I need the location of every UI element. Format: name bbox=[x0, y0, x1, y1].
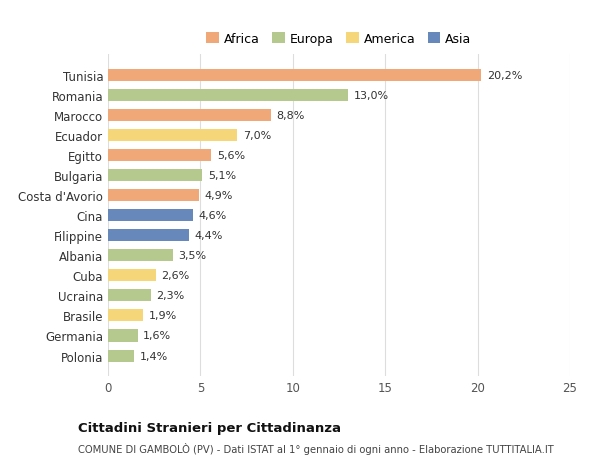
Text: 1,6%: 1,6% bbox=[143, 331, 171, 341]
Bar bbox=[108, 190, 199, 202]
Text: 3,5%: 3,5% bbox=[178, 251, 206, 261]
Bar bbox=[108, 310, 143, 322]
Text: 13,0%: 13,0% bbox=[354, 91, 389, 101]
Bar bbox=[108, 290, 151, 302]
Bar bbox=[108, 210, 193, 222]
Text: 5,6%: 5,6% bbox=[217, 151, 245, 161]
Text: 20,2%: 20,2% bbox=[487, 71, 522, 81]
Text: COMUNE DI GAMBOLÒ (PV) - Dati ISTAT al 1° gennaio di ogni anno - Elaborazione TU: COMUNE DI GAMBOLÒ (PV) - Dati ISTAT al 1… bbox=[78, 442, 554, 454]
Text: 4,6%: 4,6% bbox=[199, 211, 227, 221]
Bar bbox=[108, 250, 173, 262]
Bar bbox=[108, 230, 190, 242]
Bar bbox=[108, 110, 271, 122]
Text: 1,9%: 1,9% bbox=[149, 311, 177, 321]
Text: 8,8%: 8,8% bbox=[276, 111, 305, 121]
Legend: Africa, Europa, America, Asia: Africa, Europa, America, Asia bbox=[206, 33, 472, 45]
Text: 2,6%: 2,6% bbox=[161, 271, 190, 281]
Bar bbox=[108, 150, 211, 162]
Bar bbox=[108, 90, 348, 102]
Text: Cittadini Stranieri per Cittadinanza: Cittadini Stranieri per Cittadinanza bbox=[78, 421, 341, 434]
Text: 5,1%: 5,1% bbox=[208, 171, 236, 181]
Text: 1,4%: 1,4% bbox=[139, 351, 167, 361]
Bar bbox=[108, 330, 137, 342]
Bar bbox=[108, 130, 238, 142]
Bar bbox=[108, 270, 156, 282]
Text: 4,4%: 4,4% bbox=[195, 231, 223, 241]
Bar bbox=[108, 70, 481, 82]
Bar bbox=[108, 350, 134, 362]
Bar bbox=[108, 170, 202, 182]
Text: 7,0%: 7,0% bbox=[243, 131, 271, 141]
Text: 2,3%: 2,3% bbox=[156, 291, 184, 301]
Text: 4,9%: 4,9% bbox=[204, 191, 232, 201]
